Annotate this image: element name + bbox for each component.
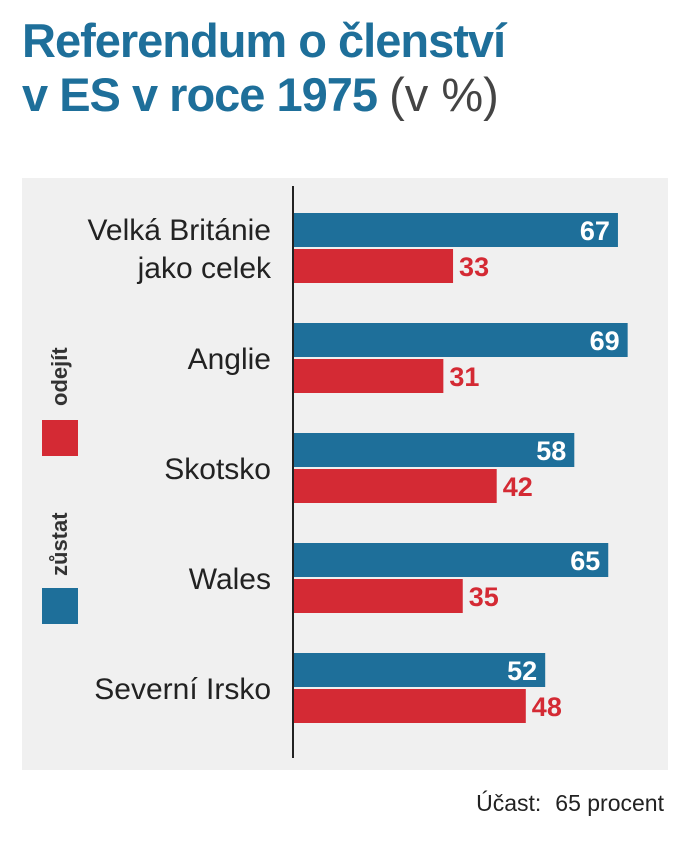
bar-leave-skotsko (293, 469, 497, 503)
bar-leave-anglie (293, 359, 444, 393)
bar-stay-severni-irsko (293, 653, 546, 687)
turnout-note: Účast: 65 procent (476, 790, 664, 817)
legend-label-leave: odejít (47, 347, 72, 406)
data-label-leave-wales: 35 (469, 582, 499, 612)
data-label-leave-skotsko: 42 (503, 472, 533, 502)
chart-title: Referendum o členství v ES v roce 1975 (… (22, 14, 506, 122)
bar-leave-wales (293, 579, 463, 613)
category-label-anglie: Anglie (188, 343, 271, 376)
bar-stay-velka-britanie-jako-celek (293, 213, 618, 247)
category-label-velka-britanie-jako-celek-line-1: Velká Británie (88, 214, 271, 247)
legend-swatch-leave (42, 420, 78, 456)
title-line-1: Referendum o členství (22, 14, 506, 67)
data-label-leave-anglie: 31 (449, 362, 479, 392)
data-label-leave-severni-irsko: 48 (532, 692, 562, 722)
data-label-stay-severni-irsko: 52 (507, 656, 537, 686)
legend-label-stay: zůstat (47, 512, 72, 576)
bar-stay-skotsko (293, 433, 575, 467)
turnout-label: Účast: (476, 790, 542, 816)
bar-chart: Velká Británie jako celek 67 33 Anglie 69 31 Sk… (88, 186, 628, 758)
turnout-value: 65 procent (555, 790, 664, 816)
bar-stay-anglie (293, 323, 628, 357)
data-label-stay-wales: 65 (570, 546, 600, 576)
bar-stay-wales (293, 543, 609, 577)
category-label-velka-britanie-jako-celek-line-2: jako celek (137, 252, 272, 285)
bar-leave-severni-irsko (293, 689, 526, 723)
legend-swatch-stay (42, 588, 78, 624)
bar-leave-velka-britanie-jako-celek (293, 249, 454, 283)
data-label-stay-velka-britanie-jako-celek: 67 (580, 216, 610, 246)
data-label-leave-velka-britanie-jako-celek: 33 (459, 252, 489, 282)
category-label-severni-irsko: Severní Irsko (94, 673, 271, 706)
title-unit: (v %) (389, 68, 499, 121)
data-label-stay-anglie: 69 (590, 326, 620, 356)
data-label-stay-skotsko: 58 (536, 436, 566, 466)
category-label-skotsko: Skotsko (164, 453, 271, 486)
title-line-2: v ES v roce 1975 (22, 68, 378, 121)
category-label-wales: Wales (189, 563, 271, 596)
chart-panel: Velká Británie jako celek 67 33 Anglie 69 31 Sk… (22, 178, 668, 770)
